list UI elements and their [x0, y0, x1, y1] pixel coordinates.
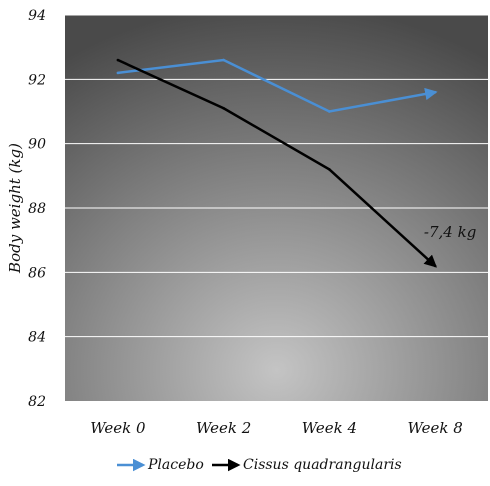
data-point: [433, 90, 437, 94]
series-lines: [116, 58, 438, 268]
y-axis-ticks: 82 84 86 88 90 92 94: [28, 8, 46, 410]
series-line-1: [117, 58, 437, 268]
y-axis-label: Body weight (kg): [6, 143, 24, 274]
y-tick-label: 86: [28, 265, 46, 281]
series-line-0: [117, 58, 438, 113]
data-point: [116, 71, 120, 75]
y-tick-label: 84: [28, 330, 46, 346]
y-tick-label: 82: [28, 394, 46, 410]
data-point: [116, 58, 120, 62]
y-tick-label: 94: [28, 8, 46, 24]
y-tick-label: 92: [28, 72, 46, 88]
data-point: [328, 168, 331, 171]
legend-label-1: Cissus quadrangularis: [243, 457, 402, 473]
x-tick-label: Week 8: [407, 419, 462, 437]
legend-label-0: Placebo: [147, 457, 204, 473]
annotations: -7,4 kg: [424, 223, 476, 241]
data-point: [433, 264, 437, 268]
data-point: [222, 58, 225, 62]
legend: Placebo Cissus quadrangularis: [117, 457, 402, 473]
x-tick-label: Week 0: [90, 419, 146, 437]
annotation-label: -7,4 kg: [424, 223, 476, 241]
y-tick-label: 88: [28, 201, 46, 217]
gridlines: [65, 14, 488, 338]
data-point: [328, 110, 331, 113]
data-point: [222, 106, 225, 110]
x-tick-label: Week 2: [196, 419, 251, 437]
x-tick-label: Week 4: [302, 419, 357, 437]
x-axis-ticks: Week 0 Week 2 Week 4 Week 8: [90, 419, 463, 437]
y-tick-label: 90: [28, 137, 46, 153]
